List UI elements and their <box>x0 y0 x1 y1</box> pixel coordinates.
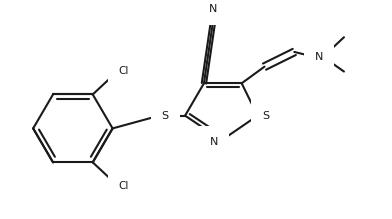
Text: S: S <box>263 111 270 121</box>
Text: S: S <box>162 111 169 121</box>
Text: N: N <box>315 52 323 62</box>
Text: Cl: Cl <box>118 66 129 76</box>
Text: N: N <box>209 137 218 147</box>
Text: Cl: Cl <box>118 181 129 191</box>
Text: N: N <box>209 4 217 14</box>
